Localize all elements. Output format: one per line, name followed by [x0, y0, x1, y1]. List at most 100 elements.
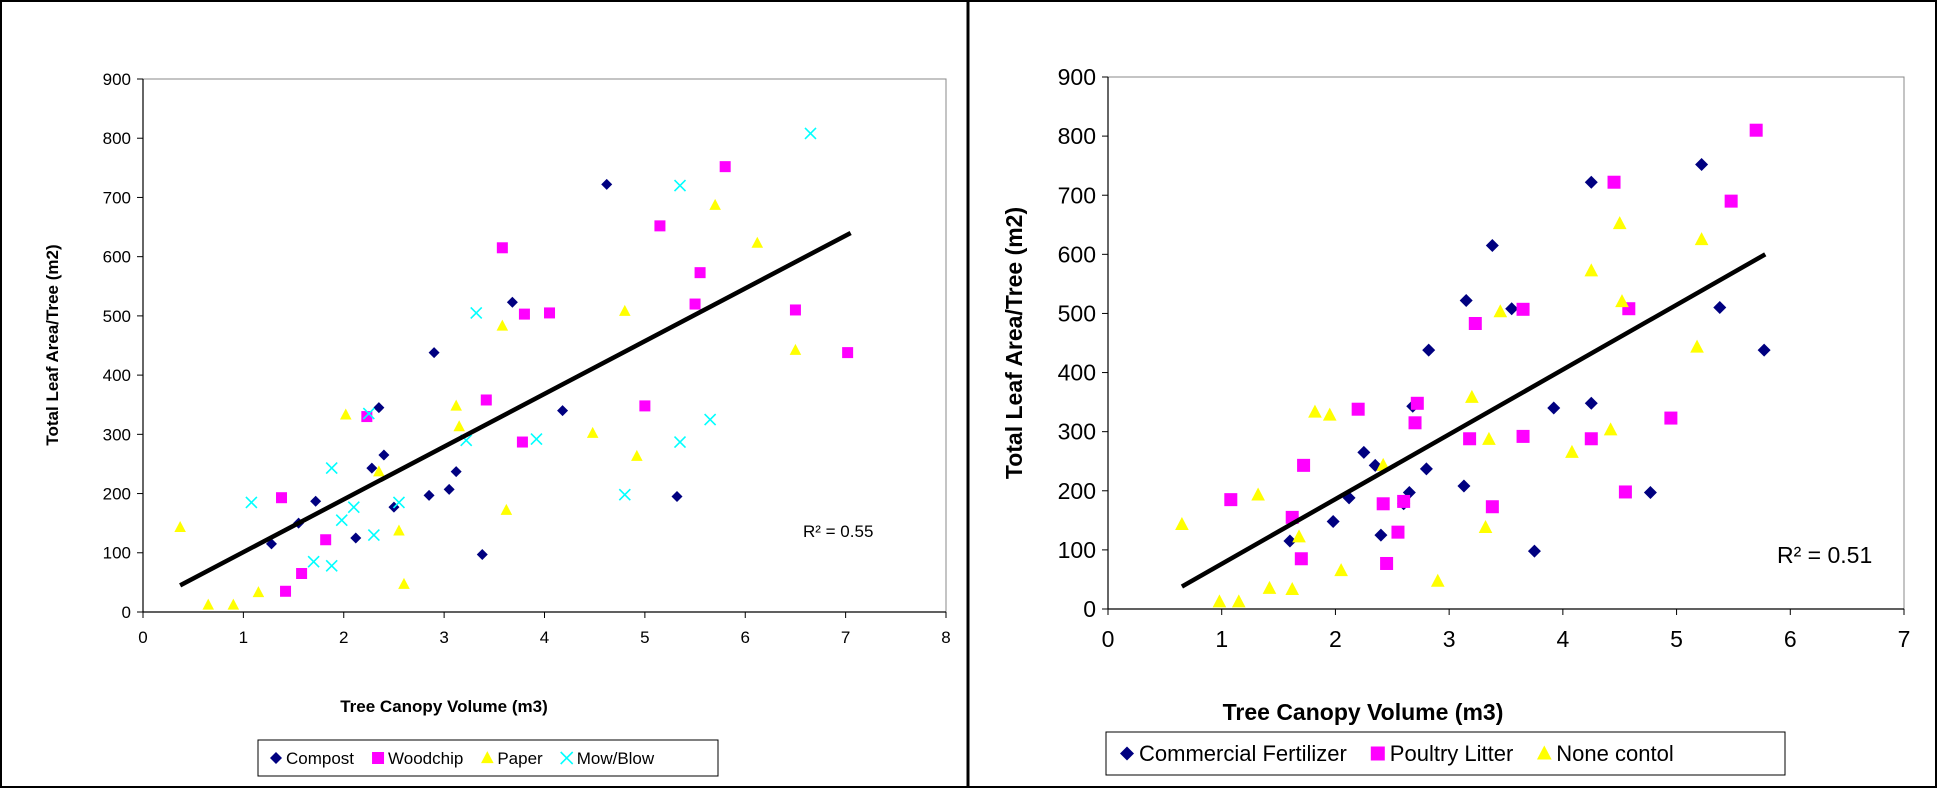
legend-label-paper: Paper	[497, 749, 543, 768]
x-tick-label: 6	[1784, 626, 1797, 652]
point-commercial-fertilizer	[1374, 528, 1388, 542]
point-paper	[398, 577, 410, 589]
y-tick-label: 100	[1058, 537, 1096, 563]
point-paper	[709, 198, 721, 210]
point-woodchip	[518, 308, 530, 320]
point-commercial-fertilizer	[1459, 293, 1473, 307]
point-poultry-litter	[1516, 302, 1530, 316]
point-poultry-litter	[1618, 485, 1632, 499]
legend-box	[1105, 731, 1786, 776]
point-none-contol	[1334, 563, 1348, 577]
legend-label-none-contol: None contol	[1556, 741, 1673, 766]
y-tick-label: 500	[103, 307, 131, 326]
point-mow-blow	[325, 462, 338, 475]
point-none-contol	[1175, 516, 1189, 530]
point-poultry-litter	[1584, 432, 1598, 446]
point-none-contol	[1615, 294, 1629, 308]
point-none-contol	[1690, 339, 1704, 353]
point-compost	[366, 462, 378, 474]
x-tick-label: 5	[640, 628, 649, 647]
point-poultry-litter	[1463, 432, 1477, 446]
point-none-contol	[1694, 232, 1709, 246]
point-woodchip	[654, 220, 666, 232]
point-mow-blow	[618, 488, 631, 501]
point-poultry-litter	[1516, 429, 1530, 443]
y-tick-label: 700	[1058, 182, 1096, 208]
y-tick-label: 400	[1058, 360, 1096, 386]
point-mow-blow	[367, 528, 380, 542]
point-commercial-fertilizer	[1422, 343, 1436, 357]
point-compost	[378, 449, 390, 461]
point-paper	[339, 408, 352, 420]
point-paper	[202, 598, 215, 610]
point-none-contol	[1292, 529, 1306, 543]
point-woodchip	[639, 400, 651, 412]
x-tick-label: 1	[239, 628, 248, 647]
point-woodchip	[480, 394, 492, 406]
point-commercial-fertilizer	[1505, 302, 1519, 316]
point-commercial-fertilizer	[1547, 401, 1561, 415]
data-points	[174, 127, 854, 610]
point-none-contol	[1308, 404, 1322, 418]
x-tick-label: 3	[439, 628, 448, 647]
point-none-contol	[1603, 422, 1618, 436]
point-poultry-litter	[1397, 494, 1411, 508]
chart-fertilizer-poultry-none: 0 100 200 300 400 500 600 700 800 900 0 1 2 3 4 5 6 7 R²…	[1001, 64, 1910, 776]
y-axis-title: Total Leaf Area/Tree (m2)	[43, 244, 62, 445]
y-tick-label: 800	[103, 129, 131, 148]
point-compost	[428, 347, 440, 359]
point-woodchip	[689, 298, 701, 310]
y-tick-label: 200	[1058, 478, 1096, 504]
y-tick-label: 800	[1058, 123, 1096, 149]
data-points	[1175, 123, 1771, 608]
legend-label-poultry-litter: Poultry Litter	[1390, 741, 1514, 766]
x-tick-label: 0	[1102, 626, 1115, 652]
point-compost	[423, 489, 435, 501]
point-mow-blow	[325, 559, 338, 572]
y-tick-label: 900	[1058, 64, 1096, 90]
point-poultry-litter	[1468, 316, 1482, 330]
point-paper	[496, 319, 509, 331]
point-commercial-fertilizer	[1527, 544, 1541, 558]
trendline	[179, 230, 852, 588]
point-commercial-fertilizer	[1326, 515, 1340, 529]
point-poultry-litter	[1664, 411, 1678, 425]
point-commercial-fertilizer	[1713, 301, 1727, 315]
point-commercial-fertilizer	[1695, 157, 1709, 171]
point-none-contol	[1231, 594, 1246, 608]
y-tick-label: 900	[103, 70, 131, 89]
point-poultry-litter	[1380, 556, 1394, 570]
point-compost	[476, 549, 488, 561]
point-paper	[500, 503, 513, 515]
x-tick-label: 4	[540, 628, 549, 647]
point-mow-blow	[673, 435, 687, 449]
point-compost	[671, 491, 683, 503]
point-mow-blow	[335, 514, 348, 527]
point-woodchip	[296, 568, 308, 580]
legend-marker-commercial-fertilizer	[1120, 746, 1134, 761]
y-tick-label: 300	[1058, 419, 1096, 445]
right-panel-frame	[967, 0, 1937, 788]
point-woodchip	[320, 534, 332, 546]
x-tick-label: 2	[339, 628, 348, 647]
point-none-contol	[1482, 431, 1496, 445]
point-poultry-litter	[1224, 493, 1238, 507]
x-tick-label: 4	[1556, 626, 1569, 652]
point-poultry-litter	[1376, 497, 1390, 511]
legend-label-woodchip: Woodchip	[388, 749, 463, 768]
point-compost	[443, 483, 455, 495]
point-paper	[453, 420, 465, 432]
point-mow-blow	[307, 555, 320, 568]
point-paper	[252, 586, 265, 598]
legend-label-mow-blow: Mow/Blow	[577, 749, 655, 768]
point-mow-blow	[362, 407, 375, 420]
point-none-contol	[1478, 519, 1493, 533]
point-poultry-litter	[1749, 123, 1763, 137]
point-poultry-litter	[1294, 552, 1308, 566]
point-none-contol	[1493, 304, 1508, 318]
y-tick-label: 0	[1083, 596, 1096, 622]
point-none-contol	[1322, 407, 1337, 421]
point-commercial-fertilizer	[1419, 462, 1433, 476]
